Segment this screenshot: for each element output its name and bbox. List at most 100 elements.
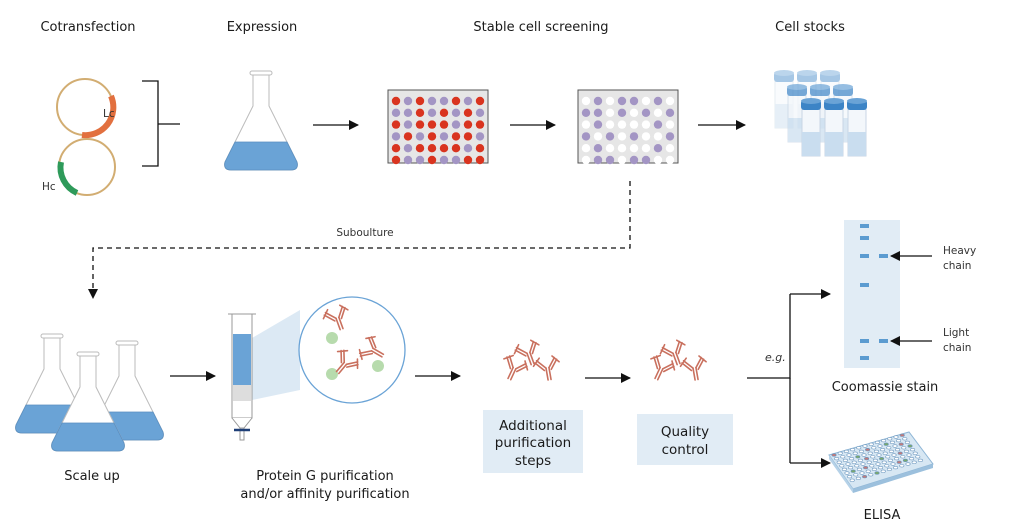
plate-well xyxy=(605,155,615,165)
screening-plate-selected xyxy=(577,89,679,165)
elisa-well xyxy=(849,478,855,482)
cell-stock-vials xyxy=(774,70,867,157)
eg-label: e.g. xyxy=(765,351,786,364)
elisa-well xyxy=(897,451,903,455)
elisa-well xyxy=(850,469,856,473)
heavy-label-2: chain xyxy=(943,260,971,272)
plasmid-heavy-chain: Hc xyxy=(42,138,116,196)
light-label-1: Light xyxy=(943,327,969,339)
elisa-well xyxy=(859,471,865,475)
elisa-well xyxy=(905,462,911,466)
elisa-well xyxy=(844,471,850,475)
plate-well xyxy=(415,120,425,129)
plate-well xyxy=(665,144,675,153)
elisa-well xyxy=(906,453,912,457)
elisa-well xyxy=(881,460,887,464)
elisa-well xyxy=(904,440,910,445)
plate-well xyxy=(605,144,615,153)
screening-plate-mixed xyxy=(387,89,489,165)
elisa-well xyxy=(899,464,905,468)
plate-well xyxy=(617,155,627,165)
elisa-well xyxy=(901,446,907,450)
plate-well xyxy=(593,132,603,141)
elisa-well xyxy=(903,449,909,454)
plate-well xyxy=(475,120,485,129)
elisa-well xyxy=(899,433,905,437)
plate-well xyxy=(605,108,615,118)
additional-label-1: Additional xyxy=(499,418,567,434)
elisa-well xyxy=(893,435,899,439)
elisa-well xyxy=(867,451,873,455)
plate-well xyxy=(581,96,591,106)
elisa-well xyxy=(858,449,864,454)
branch-line xyxy=(747,294,791,379)
plasmid-light-chain: Lc xyxy=(56,78,117,139)
plate-well xyxy=(605,120,615,129)
elisa-well xyxy=(902,458,908,463)
qc-label-2: control xyxy=(662,442,709,458)
plate-well xyxy=(439,96,449,106)
label-scale-up: Scale up xyxy=(64,469,120,484)
plate-frame xyxy=(577,89,679,164)
plate-well xyxy=(629,132,639,141)
plate-well xyxy=(653,155,663,165)
elisa-well xyxy=(854,464,860,468)
elisa-well xyxy=(915,455,921,459)
elisa-well xyxy=(860,462,866,466)
plate-well xyxy=(439,144,449,153)
elisa-well xyxy=(868,473,874,477)
elisa-well xyxy=(863,466,869,470)
antibodies-qc xyxy=(643,337,710,386)
plate-well xyxy=(617,96,627,106)
plate-well xyxy=(403,144,413,153)
elisa-well xyxy=(873,449,879,454)
elisa-well xyxy=(902,437,908,441)
elisa-well xyxy=(884,464,890,468)
elisa-well xyxy=(862,475,868,479)
label-protein-g-1: Protein G purification xyxy=(256,469,394,484)
plate-well xyxy=(475,108,485,118)
elisa-well xyxy=(892,444,898,448)
plate-well xyxy=(653,132,663,141)
elisa-well xyxy=(865,469,871,473)
plate-well xyxy=(415,96,425,106)
plate-well xyxy=(451,108,461,118)
elisa-well xyxy=(912,451,918,455)
elisa-well xyxy=(845,462,851,466)
plate-well xyxy=(665,96,675,106)
elisa-well xyxy=(874,471,880,475)
additional-label-3: steps xyxy=(515,453,551,469)
plate-well xyxy=(475,144,485,153)
elisa-well xyxy=(909,457,915,461)
plate-well xyxy=(427,120,437,129)
elisa-well xyxy=(887,437,893,441)
plate-well xyxy=(629,155,639,165)
plate-well xyxy=(427,132,437,141)
plate-well xyxy=(629,120,639,129)
elisa-well xyxy=(898,442,904,446)
plate-well xyxy=(653,96,663,106)
plate-well xyxy=(427,155,437,165)
elisa-well xyxy=(849,457,855,461)
plate-well xyxy=(463,96,473,106)
plate-well xyxy=(641,144,651,153)
elisa-well xyxy=(872,458,878,463)
plate-well xyxy=(463,155,473,165)
elisa-well xyxy=(869,464,875,468)
lc-label: Lc xyxy=(103,108,115,120)
elisa-well xyxy=(848,466,854,470)
elisa-well xyxy=(837,451,843,455)
elisa-well xyxy=(842,458,848,463)
additional-steps-box xyxy=(483,410,583,473)
elisa-well xyxy=(882,451,888,455)
elisa-well xyxy=(868,442,874,446)
qc-label-1: Quality xyxy=(661,424,709,440)
plate-well xyxy=(653,144,663,153)
plate-well xyxy=(593,155,603,165)
plate-well xyxy=(581,108,591,118)
elisa-plate xyxy=(828,431,934,493)
plate-well xyxy=(403,132,413,141)
elisa-well xyxy=(871,446,877,450)
label-protein-g-2: and/or affinity purification xyxy=(240,487,409,502)
